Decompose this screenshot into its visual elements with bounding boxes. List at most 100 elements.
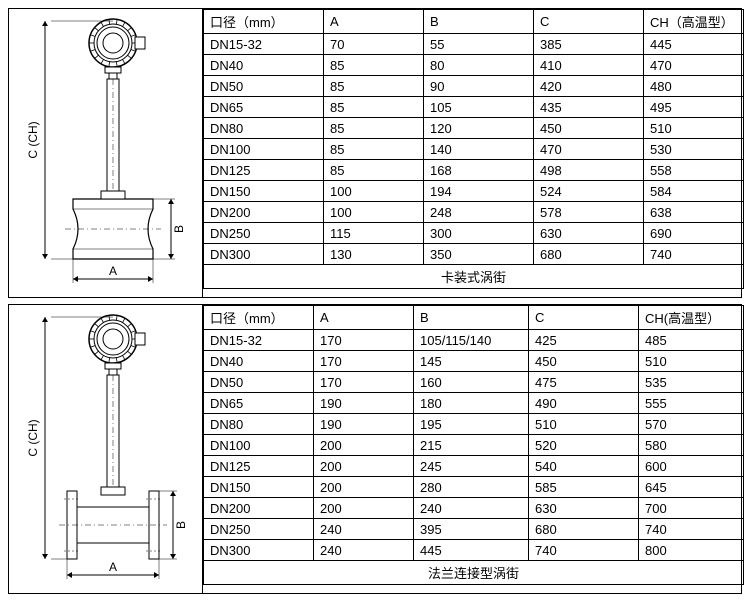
table-cell: DN40 [204,55,324,76]
table-cell: 240 [414,498,529,519]
table-row: DN150200280585645 [204,477,744,498]
table-row: DN125200245540600 [204,456,744,477]
table-cell: DN50 [204,76,324,97]
table-cell: 495 [644,97,744,118]
table-cell: 190 [314,414,414,435]
table-cell: 85 [324,97,424,118]
table-flange: 口径（mm）ABCCH(高温型）DN15-32170105/115/140425… [203,305,744,585]
table-row: DN200100248578638 [204,202,744,223]
table-cell: 425 [529,330,639,351]
table-cell: DN80 [204,414,314,435]
table-row: DN250240395680740 [204,519,744,540]
table-cell: 450 [529,351,639,372]
table-cell: 170 [314,372,414,393]
table-cell: 240 [314,519,414,540]
table-cell: 580 [639,435,744,456]
table-row: DN15-32170105/115/140425485 [204,330,744,351]
table-cell: 140 [424,139,534,160]
table-flange-wrap: 口径（mm）ABCCH(高温型）DN15-32170105/115/140425… [203,305,744,593]
table-cell: 510 [529,414,639,435]
col-header: C [529,306,639,330]
table-cell: 170 [314,351,414,372]
svg-text:B: B [172,225,186,233]
table-row: DN80190195510570 [204,414,744,435]
table-row: DN200200240630700 [204,498,744,519]
table-cell: 520 [529,435,639,456]
table-row: DN300130350680740 [204,244,744,265]
table-cell: 470 [644,55,744,76]
table-cell: 445 [644,34,744,55]
flange-drawing: C (CH)BA [13,309,198,589]
table-cell: DN65 [204,97,324,118]
panel-flange: C (CH)BA 口径（mm）ABCCH(高温型）DN15-32170105/1… [8,304,742,594]
diagram-wafer: C (CH) B A [9,9,203,297]
table-cell: 558 [644,160,744,181]
table-cell: 168 [424,160,534,181]
table-cell: 585 [529,477,639,498]
table-cell: DN15-32 [204,34,324,55]
table-cell: 630 [534,223,644,244]
table-cell: 645 [639,477,744,498]
wafer-drawing: C (CH) B A [13,13,198,293]
table-cell: 120 [424,118,534,139]
col-header: CH(高温型） [639,306,744,330]
table-row: DN10085140470530 [204,139,744,160]
table-row: DN8085120450510 [204,118,744,139]
table-cell: 200 [314,477,414,498]
table-cell: 800 [639,540,744,561]
table-row: DN100200215520580 [204,435,744,456]
table-cell: 740 [529,540,639,561]
table-cell: DN150 [204,181,324,202]
table-cell: 200 [314,498,414,519]
table-row: DN65190180490555 [204,393,744,414]
table-caption: 法兰连接型涡街 [204,561,744,585]
col-header: 口径（mm） [204,10,324,34]
table-cell: 70 [324,34,424,55]
table-cell: 410 [534,55,644,76]
table-cell: 510 [639,351,744,372]
table-cell: 570 [639,414,744,435]
table-cell: DN200 [204,498,314,519]
table-cell: 245 [414,456,529,477]
table-cell: 248 [424,202,534,223]
table-cell: 445 [414,540,529,561]
table-cell: 350 [424,244,534,265]
table-cell: DN100 [204,435,314,456]
col-header: A [314,306,414,330]
col-header: B [414,306,529,330]
table-cell: DN200 [204,202,324,223]
svg-text:A: A [109,264,117,278]
table-row: DN250115300630690 [204,223,744,244]
table-wafer: 口径（mm）ABCCH（高温型）DN15-327055385445DN40858… [203,9,744,289]
svg-text:C (CH): C (CH) [26,121,40,158]
col-header: B [424,10,534,34]
table-cell: DN300 [204,540,314,561]
table-cell: 395 [414,519,529,540]
table-cell: 85 [324,55,424,76]
table-cell: 480 [644,76,744,97]
table-cell: 490 [529,393,639,414]
table-cell: DN250 [204,223,324,244]
table-cell: 105 [424,97,534,118]
panel-wafer: C (CH)BA 口径（mm）ABCCH（高温型）DN15-3270553854… [8,8,742,298]
table-row: DN12585168498558 [204,160,744,181]
table-cell: 420 [534,76,644,97]
diagram-flange: C (CH)BA [9,305,203,593]
table-cell: 90 [424,76,534,97]
table-row: DN508590420480 [204,76,744,97]
table-cell: 170 [314,330,414,351]
table-cell: 300 [424,223,534,244]
table-row: DN150100194524584 [204,181,744,202]
table-cell: 498 [534,160,644,181]
table-cell: 510 [644,118,744,139]
table-row: DN50170160475535 [204,372,744,393]
table-cell: 485 [639,330,744,351]
col-header: A [324,10,424,34]
table-cell: 105/115/140 [414,330,529,351]
svg-text:C (CH): C (CH) [26,419,40,456]
table-cell: 145 [414,351,529,372]
svg-text:A: A [109,560,117,574]
table-cell: 160 [414,372,529,393]
table-cell: 638 [644,202,744,223]
table-cell: DN15-32 [204,330,314,351]
